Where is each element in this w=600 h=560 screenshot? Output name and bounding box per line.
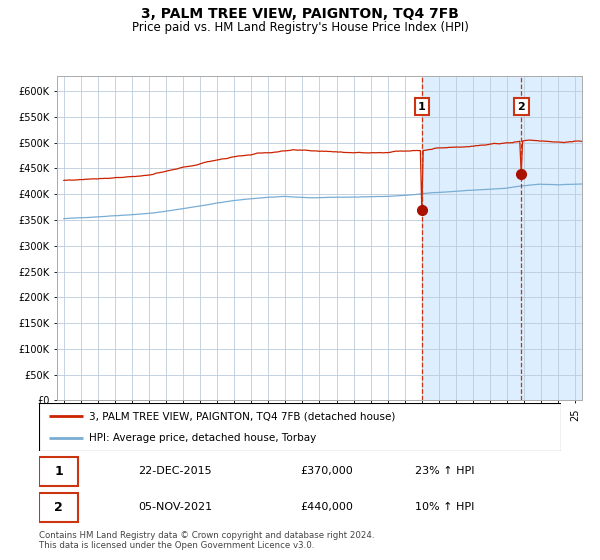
FancyBboxPatch shape [39,403,561,451]
FancyBboxPatch shape [39,493,78,522]
Text: HPI: Average price, detached house, Torbay: HPI: Average price, detached house, Torb… [89,433,316,443]
FancyBboxPatch shape [39,456,78,486]
Text: £440,000: £440,000 [300,502,353,512]
Text: 3, PALM TREE VIEW, PAIGNTON, TQ4 7FB: 3, PALM TREE VIEW, PAIGNTON, TQ4 7FB [141,7,459,21]
Text: 1: 1 [55,465,63,478]
Text: 23% ↑ HPI: 23% ↑ HPI [415,466,475,476]
Text: Contains HM Land Registry data © Crown copyright and database right 2024.
This d: Contains HM Land Registry data © Crown c… [39,531,374,550]
Text: 22-DEC-2015: 22-DEC-2015 [138,466,212,476]
Text: 3, PALM TREE VIEW, PAIGNTON, TQ4 7FB (detached house): 3, PALM TREE VIEW, PAIGNTON, TQ4 7FB (de… [89,411,395,421]
Text: 2: 2 [517,101,525,111]
Bar [422,76,582,400]
Text: 05-NOV-2021: 05-NOV-2021 [138,502,212,512]
Text: 2: 2 [55,501,63,514]
Text: 1: 1 [418,101,425,111]
Text: 10% ↑ HPI: 10% ↑ HPI [415,502,474,512]
Text: Price paid vs. HM Land Registry's House Price Index (HPI): Price paid vs. HM Land Registry's House … [131,21,469,34]
Text: £370,000: £370,000 [300,466,353,476]
